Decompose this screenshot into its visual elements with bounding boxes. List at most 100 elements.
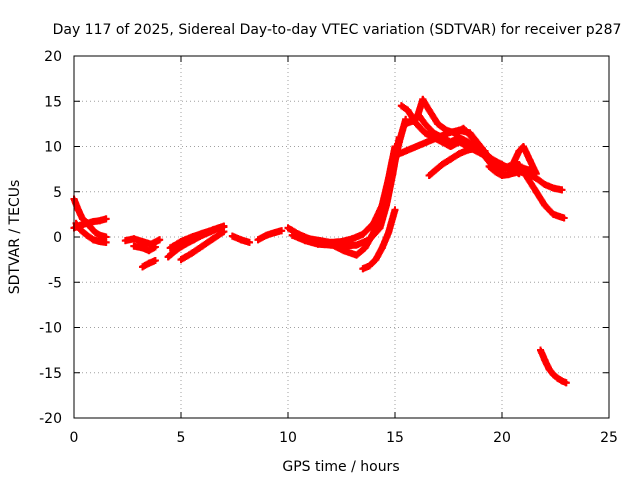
y-tick-label: -5 bbox=[48, 275, 62, 291]
data-point bbox=[139, 244, 146, 252]
x-tick-label: 15 bbox=[386, 430, 404, 446]
data-point bbox=[151, 257, 159, 264]
series-trace-21 bbox=[485, 162, 536, 179]
data-point bbox=[74, 206, 82, 214]
data-point bbox=[378, 206, 386, 214]
x-tick-label: 10 bbox=[279, 430, 297, 446]
data-point bbox=[541, 181, 549, 188]
series-trace-20 bbox=[425, 144, 489, 179]
x-axis-label: GPS time / hours bbox=[282, 459, 399, 475]
data-point bbox=[532, 188, 540, 196]
data-point bbox=[314, 240, 322, 248]
data-point bbox=[562, 379, 570, 387]
data-point bbox=[558, 377, 566, 385]
data-point bbox=[385, 229, 393, 236]
y-tick-label: 15 bbox=[44, 94, 62, 110]
data-point bbox=[423, 138, 431, 146]
data-point bbox=[395, 138, 403, 146]
data-point bbox=[237, 236, 245, 244]
data-point bbox=[419, 95, 427, 103]
y-axis-label: SDTVAR / TECUs bbox=[7, 180, 23, 295]
data-point bbox=[246, 238, 253, 246]
data-point bbox=[278, 227, 286, 235]
data-point bbox=[460, 124, 467, 132]
tick-layer: 0 5 10 15 20 25 -20 -15 -10 -5 0 5 10 15 20 bbox=[39, 49, 618, 446]
data-point bbox=[412, 143, 420, 150]
data-point bbox=[130, 242, 138, 250]
series-trace-15 bbox=[359, 206, 399, 273]
data-point bbox=[83, 219, 91, 227]
data-point bbox=[391, 206, 399, 214]
data-point bbox=[455, 150, 463, 158]
data-point bbox=[353, 241, 360, 249]
data-point bbox=[541, 201, 549, 209]
data-point bbox=[425, 172, 433, 179]
data-point bbox=[96, 217, 104, 225]
data-point bbox=[519, 164, 527, 172]
data-point bbox=[404, 106, 412, 114]
series-trace-4 bbox=[121, 235, 164, 248]
data-point bbox=[96, 231, 104, 239]
data-point bbox=[378, 244, 386, 252]
series-trace-10 bbox=[228, 232, 253, 246]
data-point bbox=[177, 238, 185, 245]
data-point bbox=[485, 162, 493, 170]
data-point bbox=[361, 244, 369, 252]
data-point bbox=[481, 147, 489, 155]
data-point bbox=[387, 174, 395, 182]
data-point bbox=[198, 229, 206, 237]
data-point bbox=[188, 249, 196, 257]
data-point bbox=[359, 230, 367, 238]
data-point bbox=[130, 235, 138, 243]
data-point bbox=[139, 263, 146, 271]
data-point bbox=[421, 129, 429, 137]
data-point bbox=[504, 171, 512, 179]
data-point bbox=[442, 126, 450, 134]
data-point bbox=[549, 371, 557, 379]
data-point bbox=[91, 229, 99, 236]
data-point bbox=[438, 161, 446, 169]
data-point bbox=[391, 152, 399, 160]
data-point bbox=[353, 251, 360, 259]
data-point bbox=[164, 253, 172, 261]
data-point bbox=[166, 244, 174, 252]
data-point bbox=[145, 247, 153, 255]
series-trace-8 bbox=[166, 222, 228, 252]
data-point bbox=[519, 143, 527, 150]
data-point bbox=[511, 169, 519, 177]
data-point bbox=[421, 120, 429, 128]
data-point bbox=[402, 147, 410, 155]
y-tick-label: 5 bbox=[53, 185, 62, 201]
data-point bbox=[372, 256, 380, 264]
data-point bbox=[177, 256, 185, 264]
grid-layer bbox=[74, 56, 609, 418]
data-layer bbox=[70, 95, 570, 387]
data-point bbox=[151, 243, 159, 251]
x-tick-label: 5 bbox=[177, 430, 186, 446]
data-point bbox=[472, 144, 480, 152]
data-point bbox=[526, 156, 534, 164]
data-point bbox=[348, 235, 356, 243]
data-point bbox=[102, 238, 110, 246]
series-trace-6 bbox=[139, 257, 159, 271]
data-point bbox=[549, 210, 557, 218]
data-point bbox=[284, 224, 292, 232]
x-tick-label: 25 bbox=[600, 430, 618, 446]
chart-title: Day 117 of 2025, Sidereal Day-to-day VTE… bbox=[53, 22, 622, 38]
data-point bbox=[397, 102, 405, 110]
data-point bbox=[271, 229, 279, 236]
series-trace-22 bbox=[537, 346, 570, 387]
data-point bbox=[301, 237, 309, 245]
data-point bbox=[528, 167, 536, 175]
y-tick-label: -15 bbox=[39, 366, 62, 382]
data-point bbox=[209, 235, 217, 243]
data-point bbox=[254, 236, 262, 244]
data-point bbox=[430, 129, 437, 137]
data-point bbox=[412, 115, 420, 123]
data-point bbox=[402, 120, 410, 128]
y-tick-label: 10 bbox=[44, 140, 62, 156]
data-point bbox=[76, 221, 84, 229]
y-tick-label: 20 bbox=[44, 49, 62, 65]
